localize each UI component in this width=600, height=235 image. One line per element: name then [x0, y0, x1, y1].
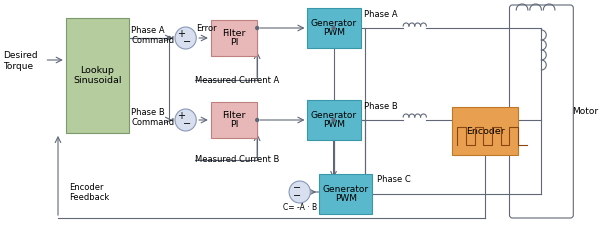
Circle shape [256, 27, 259, 30]
Circle shape [289, 181, 310, 203]
Text: −: − [293, 183, 301, 193]
FancyBboxPatch shape [452, 107, 518, 155]
Circle shape [168, 36, 170, 39]
Text: Phase A: Phase A [364, 9, 397, 19]
Text: −: − [182, 119, 191, 129]
FancyBboxPatch shape [307, 100, 361, 140]
Text: PI: PI [230, 120, 238, 129]
Text: PWM: PWM [323, 28, 345, 37]
Text: Command: Command [131, 35, 175, 44]
Text: Desired: Desired [3, 51, 38, 59]
Text: −: − [293, 191, 301, 201]
Text: +: + [177, 111, 185, 121]
Circle shape [175, 27, 196, 49]
Text: Generator: Generator [311, 19, 357, 28]
Text: Motor: Motor [572, 106, 598, 115]
Text: PWM: PWM [335, 194, 356, 203]
Text: Phase B: Phase B [131, 107, 165, 117]
FancyBboxPatch shape [319, 174, 372, 214]
Text: Filter: Filter [222, 29, 246, 38]
Text: Encoder: Encoder [466, 126, 505, 136]
Text: Generator: Generator [311, 111, 357, 120]
Text: Measured Current A: Measured Current A [195, 75, 280, 85]
Text: −: − [182, 37, 191, 47]
FancyBboxPatch shape [307, 8, 361, 48]
Text: Generator: Generator [323, 185, 368, 194]
Text: Command: Command [131, 118, 175, 126]
Text: Phase C: Phase C [377, 176, 411, 184]
Text: PWM: PWM [323, 120, 345, 129]
Text: Torque: Torque [3, 62, 33, 70]
FancyBboxPatch shape [66, 18, 128, 133]
Text: C= -A · B: C= -A · B [283, 204, 317, 212]
Text: Lookup: Lookup [80, 67, 114, 75]
Circle shape [332, 118, 335, 121]
FancyBboxPatch shape [211, 20, 257, 56]
Text: Phase B: Phase B [364, 102, 397, 110]
FancyBboxPatch shape [211, 102, 257, 138]
Text: Sinusoidal: Sinusoidal [73, 76, 121, 85]
Text: Phase A: Phase A [131, 26, 165, 35]
Text: Encoder: Encoder [70, 184, 104, 192]
Text: Filter: Filter [222, 111, 246, 120]
Circle shape [332, 27, 335, 30]
Text: Feedback: Feedback [70, 193, 110, 203]
Circle shape [256, 118, 259, 121]
Circle shape [175, 109, 196, 131]
Text: Error: Error [196, 24, 217, 32]
Text: Measured Current B: Measured Current B [195, 156, 280, 164]
Text: +: + [177, 29, 185, 39]
Text: PI: PI [230, 38, 238, 47]
